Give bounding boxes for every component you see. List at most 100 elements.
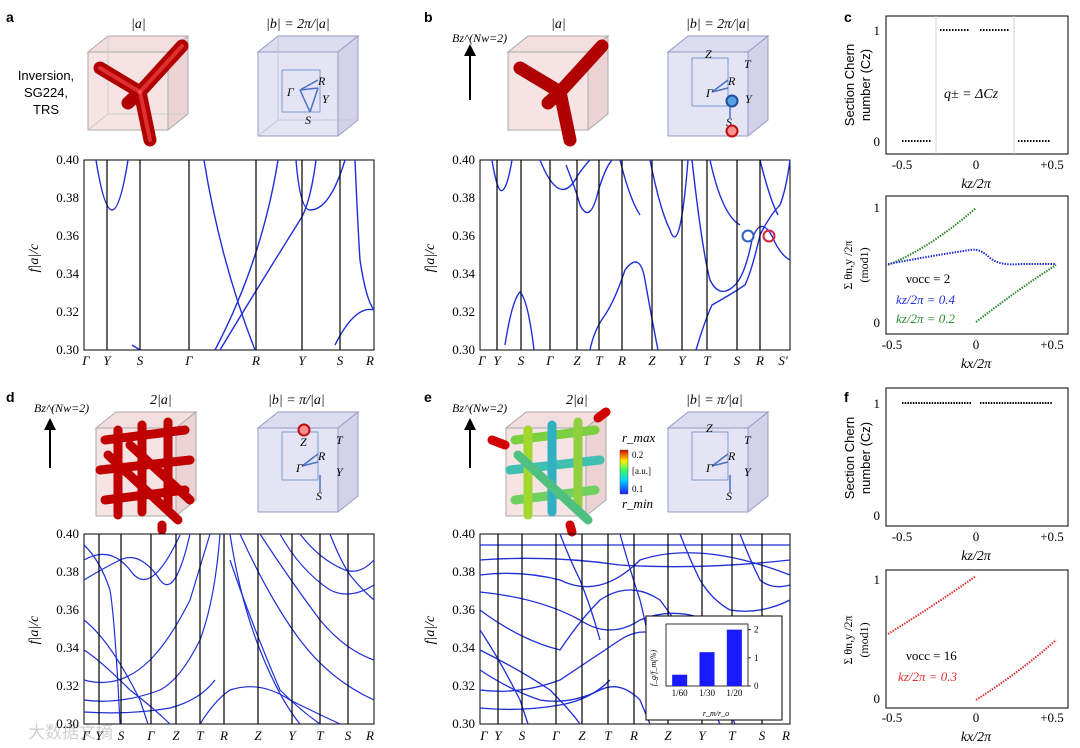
ytick: 1 — [874, 23, 881, 38]
weyl-point-red-icon — [297, 423, 311, 437]
top-ylabel-line-1: Section Chern — [842, 417, 857, 499]
panel-b-real-title: |a| — [551, 17, 566, 32]
kpath-label: Y — [95, 728, 104, 743]
ytick: 0.40 — [56, 526, 79, 541]
bz-label-s: S — [305, 113, 311, 127]
ytick: 0.38 — [56, 190, 79, 205]
bz-label-gamma: Γ — [705, 86, 714, 100]
panel-d-recip-title: |b| = π/|a| — [268, 393, 325, 408]
kpath-label: Y — [678, 353, 687, 368]
ytick: 0.32 — [452, 304, 475, 319]
panel-e-kpath-labels: Γ Y S Γ Z T R Z Y T S R — [479, 728, 790, 743]
panel-e-real-title: 2|a| — [566, 393, 588, 408]
bz-label-z: Z — [705, 47, 712, 61]
field-arrow-head-icon — [464, 44, 476, 56]
ytick: 0.40 — [56, 152, 79, 167]
kpath-label: Y — [493, 353, 502, 368]
kpath-label: S — [137, 353, 144, 368]
kpath-label: T — [196, 728, 204, 743]
kpath-label: Y — [298, 353, 307, 368]
xtick: -0.5 — [892, 529, 913, 544]
panel-a-side-line-2: SG224, — [24, 85, 68, 100]
panel-letter-d: d — [6, 389, 15, 405]
top-xlabel: kz/2π — [961, 549, 992, 564]
bz-label-z: Z — [706, 421, 713, 435]
panel-b-band-curves — [491, 159, 791, 351]
xtick: 0 — [973, 710, 980, 725]
rod-structure-icon — [513, 39, 609, 147]
kpath-label: R — [251, 353, 260, 368]
inset-category-label: 1/20 — [726, 688, 743, 698]
xtick: -0.5 — [892, 157, 913, 172]
kpath-label: R — [365, 353, 374, 368]
panel-letter-c: c — [844, 9, 852, 25]
ytick: 0.30 — [452, 342, 475, 357]
kpath-label: S — [337, 353, 344, 368]
bz-label-gamma: Γ — [286, 85, 295, 99]
kpath-label: R — [617, 353, 626, 368]
panel-a-real-space-cube — [86, 34, 190, 147]
bottom-ylabel-line-2: (mod1) — [857, 247, 871, 282]
legend-kz-04: kz/2π = 0.4 — [896, 292, 955, 307]
xtick: -0.5 — [882, 337, 903, 352]
colorbar-min-label: r_min — [622, 496, 653, 511]
bz-label-t: T — [744, 433, 752, 447]
weyl-point-red-icon — [725, 124, 739, 138]
ytick: 0.34 — [452, 266, 475, 281]
kpath-label: Y — [103, 353, 112, 368]
kpath-label: Z — [664, 728, 672, 743]
panel-d-ylabel: f|a|/c — [27, 615, 42, 644]
ytick: 0 — [874, 508, 881, 523]
panel-e-brillouin-zone: Z T R Γ Y S — [666, 410, 770, 514]
kpath-label: S — [759, 728, 766, 743]
panel-d-plot-frame — [83, 533, 375, 725]
inset-ylabel: f_g/f_m(%) — [649, 649, 658, 686]
inset-bar — [672, 674, 688, 686]
kpath-label: Z — [648, 353, 656, 368]
panel-d-band-structure: f|a|/c 0.30 0.32 0.34 0.36 0.38 0.40 Γ Y… — [27, 526, 375, 743]
panel-a-brillouin-zone: R Γ Y S — [256, 34, 360, 138]
panel-b-kpath-labels: Γ Y S Γ Z T R Z Y T S R S′ — [477, 353, 788, 368]
bz-label-gamma: Γ — [705, 461, 714, 475]
rod-network-icon — [95, 417, 195, 535]
ytick: 0.34 — [56, 640, 79, 655]
kpath-label: Γ — [477, 353, 486, 368]
legend-kz-03: kz/2π = 0.3 — [898, 669, 957, 684]
kpath-label: R — [629, 728, 638, 743]
panel-e-real-space-cube — [487, 407, 611, 537]
ytick: 0.32 — [56, 678, 79, 693]
panel-c-bottom-plot: νocc = 2 kz/2π = 0.4 kz/2π = 0.2 Σ θn,y … — [841, 195, 1069, 372]
panel-d-real-title: 2|a| — [150, 393, 172, 408]
panel-e: e Bz^(Nw=2) 2|a| |b| = π/|a| — [423, 389, 791, 743]
bz-label-y: Y — [336, 465, 344, 479]
xtick: -0.5 — [882, 710, 903, 725]
ytick: 0.36 — [452, 228, 475, 243]
panel-f-top-plot: Section Chern number (Cz) 0 1 -0.5 0 +0.… — [842, 387, 1069, 564]
panel-letter-e: e — [424, 389, 432, 405]
panel-a-yticks: 0.30 0.32 0.34 0.36 0.38 0.40 — [56, 152, 79, 357]
plot-frame — [885, 387, 1069, 527]
panel-d-hs-lines — [98, 534, 349, 724]
ytick: 0.34 — [452, 640, 475, 655]
colorbar-top-value: 0.2 — [632, 450, 643, 460]
wilson-loop-curves — [887, 575, 1057, 701]
legend-nu: νocc = 16 — [906, 648, 957, 663]
panel-a-side-line-3: TRS — [33, 102, 59, 117]
panel-d-kpath-labels: Γ Y S Γ Z T R Z Y T S R — [81, 728, 374, 743]
kpath-label: S — [519, 728, 526, 743]
bz-label-r: R — [727, 74, 736, 88]
kpath-label: S — [518, 353, 525, 368]
panel-d-field-label: Bz^(Nw=2) — [34, 401, 89, 415]
panel-e-ylabel: f|a|/c — [423, 615, 438, 644]
panel-a-band-curves — [95, 159, 375, 351]
panel-b-brillouin-zone: Z T R Γ Y S — [666, 34, 770, 138]
ytick: 0.30 — [452, 716, 475, 731]
panel-b-hs-lines — [496, 160, 761, 350]
kpath-label: Z — [172, 728, 180, 743]
bz-label-gamma: Γ — [295, 461, 304, 475]
kpath-label: Y — [288, 728, 297, 743]
watermark: 大数据文摘 — [28, 723, 113, 742]
bottom-ylabel-line-2: (mod1) — [857, 622, 871, 657]
ytick: 0 — [874, 315, 881, 330]
